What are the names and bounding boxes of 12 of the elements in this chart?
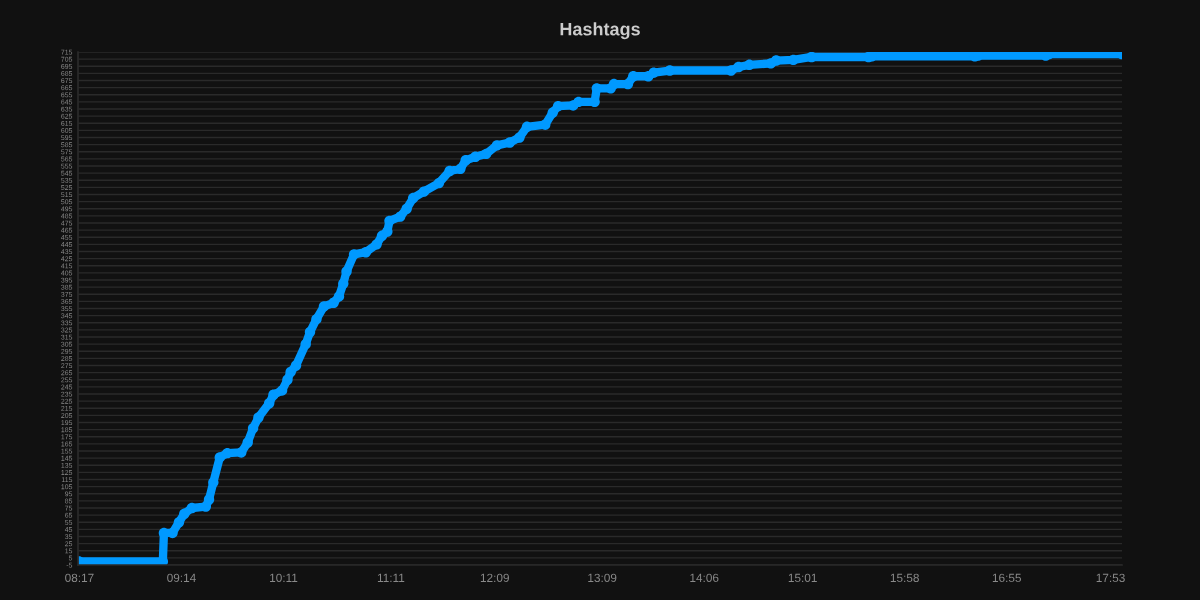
x-tick-label: 13:09 (588, 573, 617, 582)
x-tick-label: 11:11 (377, 573, 405, 582)
x-tick-label: 15:58 (890, 573, 919, 582)
x-tick-label: 08:17 (65, 573, 94, 582)
chart-title: Hashtags (560, 22, 640, 40)
x-tick-label: 12:09 (480, 573, 509, 582)
x-tick-label: 15:01 (788, 573, 817, 582)
x-tick-label: 10:11 (270, 573, 298, 582)
x-tick-label: 09:14 (167, 573, 196, 582)
x-tick-label: 16:55 (992, 573, 1021, 582)
x-tick-label: 17:53 (1096, 573, 1125, 582)
x-tick-label: 14:06 (690, 573, 719, 582)
